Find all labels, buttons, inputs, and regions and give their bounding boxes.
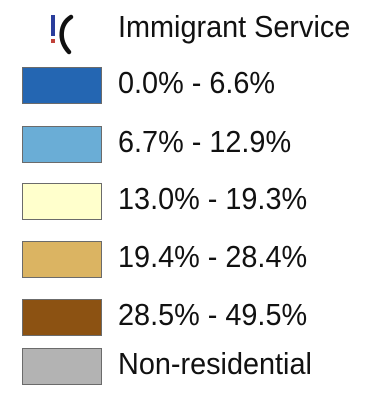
legend-label-class-4: 19.4% - 28.4% [118, 239, 308, 274]
legend-swatch-non-residential [22, 348, 102, 385]
marker-dot [51, 39, 55, 43]
legend-label-class-1: 0.0% - 6.6% [118, 65, 276, 100]
legend-item-class-3: 13.0% - 19.3% [0, 174, 387, 232]
legend-item-class-1: 0.0% - 6.6% [0, 58, 387, 116]
marker-bracket [59, 14, 74, 55]
immigrant-service-marker-icon [51, 14, 74, 55]
legend-label-class-2: 6.7% - 12.9% [118, 124, 292, 159]
marker-stem [51, 15, 55, 36]
legend-label-class-3: 13.0% - 19.3% [118, 181, 308, 216]
legend-label-immigrant-service: Immigrant Service [118, 9, 351, 44]
legend-item-class-2: 6.7% - 12.9% [0, 117, 387, 175]
legend-label-non-residential: Non-residential [118, 346, 312, 381]
legend-swatch-class-1 [22, 67, 102, 104]
legend-swatch-class-4 [22, 241, 102, 278]
legend-item-class-5: 28.5% - 49.5% [0, 290, 387, 348]
legend-swatch-class-3 [22, 183, 102, 220]
legend-label-class-5: 28.5% - 49.5% [118, 297, 308, 332]
legend-item-class-4: 19.4% - 28.4% [0, 232, 387, 290]
legend-swatch-class-2 [22, 126, 102, 163]
legend-item-non-residential: Non-residential [0, 339, 387, 397]
legend-swatch-class-5 [22, 299, 102, 336]
legend-item-immigrant-service: Immigrant Service [0, 2, 387, 60]
map-legend: Immigrant Service 0.0% - 6.6% 6.7% - 12.… [0, 2, 387, 385]
